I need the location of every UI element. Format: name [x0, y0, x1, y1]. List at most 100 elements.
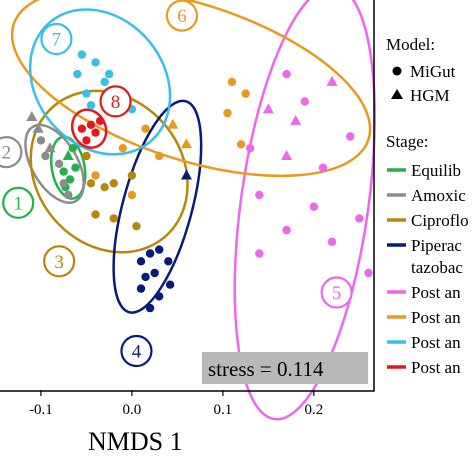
data-point-circle [346, 132, 355, 141]
ellipse-label-number: 7 [52, 30, 62, 51]
data-point-circle [127, 190, 137, 200]
x-tick-label: -0.1 [29, 402, 53, 418]
ellipse-3 [29, 89, 189, 254]
data-point-triangle [181, 169, 192, 180]
ellipse-label-number: 4 [132, 342, 142, 363]
legend-model-title: Model: [386, 35, 435, 54]
data-point-circle [65, 175, 75, 184]
data-point-circle [86, 101, 96, 110]
plot-frame [0, 0, 375, 392]
legend-stage-label: Ciproflo [411, 211, 469, 230]
x-tick-label: 0.2 [304, 402, 323, 418]
data-point-circle [64, 190, 73, 200]
ellipse-label-circle [0, 136, 23, 169]
data-point-circle [364, 268, 373, 278]
data-point-circle [155, 245, 164, 254]
ellipse-7 [28, 8, 172, 156]
data-point-circle [77, 124, 87, 133]
legend-stage-label: Post an [411, 333, 461, 352]
legend-stage-label: Post an [411, 308, 461, 327]
data-point-triangle [167, 118, 179, 129]
stress-box: stress = 0.114 [202, 352, 368, 384]
ellipse-label-5: 5 [320, 276, 353, 309]
data-point-circle [59, 179, 68, 188]
x-ticks-layer: -0.1 0.0 0.1 0.2 [29, 390, 323, 418]
data-point-circle [141, 124, 150, 133]
data-point-circle [327, 237, 337, 246]
data-point-triangle [181, 138, 192, 149]
data-point-triangle [262, 103, 274, 114]
data-point-circle [164, 257, 173, 266]
ellipse-label-4: 4 [120, 334, 153, 368]
ellipse-label-3: 3 [43, 245, 76, 278]
stress-box-background [202, 352, 368, 384]
data-point-triangle [326, 75, 338, 86]
ellipse-5 [233, 0, 377, 421]
points-layer [26, 50, 373, 313]
data-point-circle [127, 171, 137, 180]
data-point-circle [68, 144, 77, 153]
data-point-circle [82, 89, 91, 98]
legend-circle-marker [392, 66, 402, 76]
data-point-circle [36, 136, 46, 145]
legend-stage-label: Post an [411, 283, 461, 302]
ellipse-6 [10, 0, 372, 178]
data-point-circle [95, 116, 105, 126]
data-point-circle [136, 257, 146, 266]
data-point-circle [91, 171, 100, 180]
legend-triangle-marker [391, 89, 403, 99]
data-point-triangle [281, 150, 293, 160]
data-point-triangle [32, 122, 44, 133]
legend-stage-label: Piperac [411, 236, 462, 255]
data-point-circle [309, 202, 319, 211]
data-point-circle [100, 77, 109, 87]
data-point-circle [109, 214, 118, 223]
x-tick-label: 0.0 [123, 402, 142, 418]
ellipse-label-number: 6 [177, 6, 187, 27]
data-point-circle [59, 167, 68, 176]
data-point-circle [155, 151, 164, 161]
data-point-circle [41, 151, 50, 161]
data-point-circle [223, 108, 232, 118]
ellipse-label-number: 8 [111, 92, 121, 113]
data-point-circle [100, 183, 109, 192]
data-point-circle [318, 163, 328, 172]
ellipse-label-number: 5 [332, 283, 342, 304]
data-point-circle [227, 77, 237, 87]
ellipse-label-8: 8 [99, 85, 132, 118]
data-point-circle [86, 179, 96, 188]
data-point-circle [165, 280, 175, 289]
data-point-circle [73, 69, 82, 79]
data-point-circle [255, 190, 264, 200]
data-point-circle [255, 249, 264, 258]
data-point-circle [109, 179, 118, 188]
data-point-circle [91, 128, 100, 137]
ellipse-label-7: 7 [40, 22, 73, 56]
ellipse-label-circle [2, 186, 35, 219]
ellipse-label-circle [120, 334, 153, 368]
data-point-circle [136, 284, 146, 293]
data-point-circle [86, 120, 96, 129]
legend-model-hgm: HGM [410, 86, 450, 105]
data-point-triangle [44, 142, 56, 153]
data-point-circle [82, 136, 91, 145]
ellipse-4 [112, 99, 203, 314]
data-point-circle [104, 69, 114, 79]
ellipse-labels-layer: 1 2 3 4 5 6 7 8 [0, 0, 353, 368]
data-point-circle [241, 89, 250, 98]
legend-stage-label: Amoxic [411, 186, 466, 205]
data-point-circle [118, 144, 128, 153]
data-point-circle [282, 69, 291, 79]
ellipse-label-number: 3 [54, 252, 64, 273]
legend-stage-label-line2: tazobac [411, 258, 463, 277]
data-point-triangle [26, 111, 38, 121]
stress-label: stress = 0.114 [208, 357, 324, 381]
data-point-circle [145, 303, 155, 313]
legend-model-migut: MiGut [410, 62, 456, 81]
data-point-circle [91, 210, 100, 219]
data-point-circle [82, 151, 91, 161]
data-point-triangle [290, 114, 302, 125]
data-point-circle [145, 249, 155, 258]
data-point-circle [71, 163, 80, 172]
